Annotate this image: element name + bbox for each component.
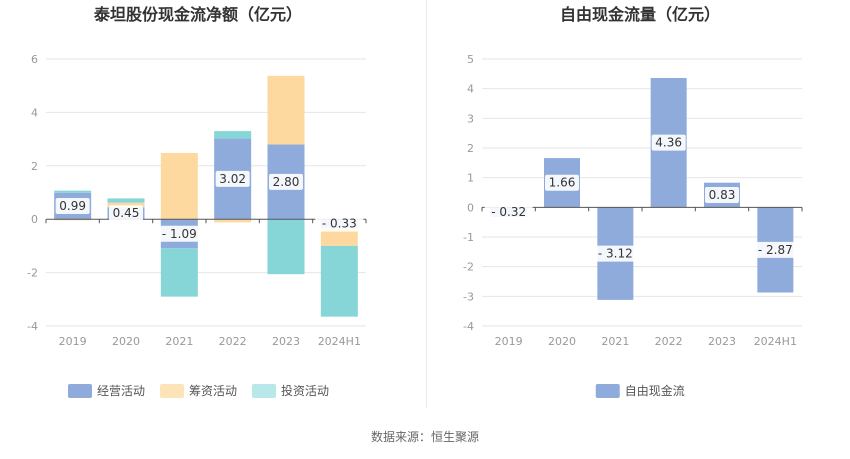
chart-panel-1: 泰坦股份现金流净额（亿元） -4 -2 0 2 4 6 0.99 0.45 - 1.09 3.02 2… (27, 5, 367, 398)
chart-title: 泰坦股份现金流净额（亿元） (93, 5, 302, 24)
y-tick-label: 0 (31, 213, 38, 226)
bar-3-2021 (160, 248, 198, 297)
y-tick-label: 3 (467, 112, 474, 125)
bar-3-2024H1 (320, 245, 358, 317)
legend-label: 自由现金流 (625, 383, 685, 398)
data-label: 1.66 (549, 176, 576, 190)
data-label-box (484, 204, 533, 221)
legend-label: 经营活动 (97, 384, 145, 398)
x-tick-label: 2020 (548, 335, 576, 348)
data-label: - 0.33 (322, 217, 357, 231)
data-label-box (215, 170, 250, 187)
x-tick-label: 2020 (112, 335, 140, 348)
data-label-box (545, 174, 579, 191)
y-tick-label: -2 (463, 261, 474, 274)
data-source-note: 数据来源：恒生聚源 (370, 430, 479, 444)
y-tick-label: 1 (467, 172, 474, 185)
data-label-box (109, 205, 143, 222)
y-tick-label: -4 (27, 320, 38, 333)
bar-2-2023 (267, 75, 305, 145)
bar-3-2022 (214, 131, 252, 139)
y-tick-label: 5 (467, 53, 474, 66)
bar-2-2020 (107, 202, 145, 208)
bar-3-2020 (107, 198, 145, 203)
y-tick-label: 4 (467, 83, 474, 96)
legend-label: 筹资活动 (189, 384, 237, 398)
y-tick-label: 4 (31, 106, 38, 119)
data-label: - 2.87 (758, 243, 793, 257)
bar-2-2021 (160, 152, 198, 220)
data-label-box (651, 134, 686, 151)
legend-item-2: 筹资活动 (160, 384, 237, 398)
y-tick-label: -1 (463, 231, 474, 244)
x-tick-label: 2023 (708, 335, 736, 348)
data-label-box (751, 241, 800, 258)
x-tick-label: 2019 (495, 335, 523, 348)
y-tick-label: -2 (27, 267, 38, 280)
data-label: 0.45 (113, 206, 140, 220)
legend-swatch (160, 384, 184, 398)
y-tick-label: 6 (31, 53, 38, 66)
data-label: - 3.12 (598, 247, 633, 261)
x-tick-label: 2024H1 (318, 335, 361, 348)
data-label-box (591, 245, 640, 262)
x-tick-label: 2023 (272, 335, 300, 348)
data-label: 3.02 (219, 172, 246, 186)
bar-3-2019 (54, 190, 92, 193)
y-tick-label: -3 (463, 290, 474, 303)
data-label-box (315, 215, 364, 232)
data-label: 4.36 (655, 136, 682, 150)
legend-item-1: 经营活动 (68, 384, 145, 398)
x-tick-label: 2021 (601, 335, 629, 348)
x-tick-label: 2019 (59, 335, 87, 348)
x-tick-label: 2021 (165, 335, 193, 348)
y-tick-label: 2 (467, 142, 474, 155)
data-label-box (705, 187, 739, 204)
legend-swatch (68, 384, 92, 398)
bar-2-2024H1 (320, 228, 358, 246)
x-tick-label: 2022 (655, 335, 683, 348)
panel-divider (426, 0, 427, 408)
data-label: - 1.09 (162, 227, 197, 241)
bar-2-2022 (214, 219, 252, 223)
data-label-box (269, 173, 303, 190)
y-tick-label: -4 (463, 320, 474, 333)
chart-title: 自由现金流量（亿元） (560, 5, 720, 24)
x-tick-label: 2024H1 (754, 335, 797, 348)
data-label-box (155, 225, 204, 242)
legend-swatch (595, 384, 620, 398)
bar-2-2019 (54, 219, 92, 221)
y-tick-label: 0 (467, 201, 474, 214)
y-tick-label: 2 (31, 160, 38, 173)
legend-item-1: 自由现金流 (595, 383, 685, 398)
x-tick-label: 2022 (219, 335, 247, 348)
bar-3-2023 (267, 219, 305, 275)
chart-panel-2: 自由现金流量（亿元） -4 -3 -2 -1 0 1 2 3 4 5 - 0.32 1.66 - 3.12… (463, 5, 803, 398)
data-label: 0.99 (59, 199, 86, 213)
data-label: 2.80 (273, 175, 300, 189)
data-label: - 0.32 (491, 205, 526, 219)
legend-swatch (252, 384, 276, 398)
legend-label: 投资活动 (281, 383, 329, 398)
legend-item-3: 投资活动 (252, 383, 329, 398)
data-label: 0.83 (709, 188, 736, 202)
data-label-box (55, 197, 90, 214)
